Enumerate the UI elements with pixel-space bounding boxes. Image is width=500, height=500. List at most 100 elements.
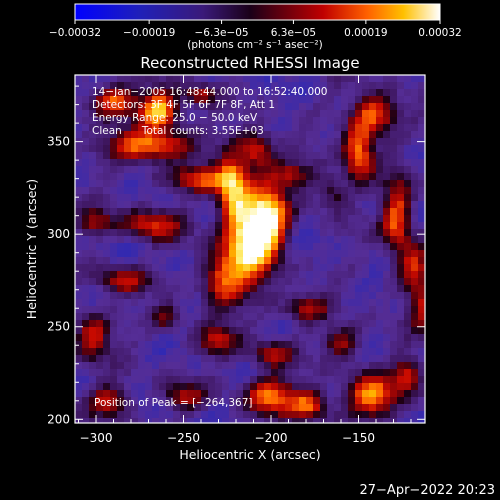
heatmap-cell	[404, 236, 412, 244]
heatmap-cell	[166, 96, 174, 104]
heatmap-cell	[96, 334, 104, 342]
heatmap-cell	[243, 250, 251, 258]
heatmap-cell	[229, 243, 237, 251]
heatmap-cell	[243, 159, 251, 167]
heatmap-cell	[348, 369, 356, 377]
heatmap-cell	[243, 194, 251, 202]
heatmap-cell	[411, 152, 419, 160]
heatmap-cell	[299, 397, 307, 405]
heatmap-cell	[96, 390, 104, 398]
heatmap-cell	[166, 159, 174, 167]
heatmap-cell	[404, 257, 412, 265]
heatmap-cell	[89, 313, 97, 321]
heatmap-cell	[117, 208, 125, 216]
heatmap-cell	[208, 159, 216, 167]
heatmap-cell	[173, 369, 181, 377]
heatmap-cell	[292, 96, 300, 104]
heatmap-cell	[404, 313, 412, 321]
heatmap-cell	[250, 285, 258, 293]
heatmap-cell	[152, 299, 160, 307]
heatmap-cell	[110, 320, 118, 328]
heatmap-cell	[187, 243, 195, 251]
heatmap-cell	[278, 320, 286, 328]
heatmap-cell	[166, 187, 174, 195]
heatmap-cell	[138, 299, 146, 307]
heatmap-cell	[229, 362, 237, 370]
heatmap-cell	[145, 383, 153, 391]
heatmap-cell	[138, 166, 146, 174]
heatmap-cell	[250, 75, 258, 83]
heatmap-cell	[236, 334, 244, 342]
heatmap-cell	[131, 418, 139, 423]
heatmap-cell	[180, 173, 188, 181]
heatmap-cell	[236, 299, 244, 307]
heatmap-cell	[334, 159, 342, 167]
heatmap-cell	[75, 222, 83, 230]
heatmap-cell	[278, 313, 286, 321]
heatmap-cell	[397, 145, 405, 153]
heatmap-cell	[285, 278, 293, 286]
heatmap-cell	[362, 152, 370, 160]
heatmap-cell	[397, 271, 405, 279]
heatmap-cell	[334, 376, 342, 384]
heatmap-cell	[327, 411, 335, 419]
heatmap-cell	[411, 243, 419, 251]
heatmap-cell	[152, 82, 160, 90]
heatmap-cell	[82, 96, 90, 104]
heatmap-cell	[180, 278, 188, 286]
heatmap-cell	[278, 145, 286, 153]
heatmap-cell	[117, 166, 125, 174]
heatmap-cell	[334, 103, 342, 111]
heatmap-cell	[348, 103, 356, 111]
heatmap-cell	[208, 257, 216, 265]
heatmap-cell	[397, 208, 405, 216]
heatmap-cell	[278, 383, 286, 391]
heatmap-cell	[327, 313, 335, 321]
heatmap-cell	[173, 201, 181, 209]
heatmap-cell	[411, 278, 419, 286]
heatmap-cell	[201, 103, 209, 111]
heatmap-cell	[173, 278, 181, 286]
heatmap-cell	[397, 236, 405, 244]
heatmap-cell	[166, 306, 174, 314]
heatmap-cell	[376, 278, 384, 286]
heatmap-cell	[222, 187, 230, 195]
heatmap-cell	[131, 348, 139, 356]
heatmap-cell	[257, 131, 265, 139]
heatmap-cell	[341, 285, 349, 293]
heatmap-cell	[348, 138, 356, 146]
heatmap-cell	[103, 271, 111, 279]
heatmap-cell	[75, 355, 83, 363]
heatmap-cell	[299, 334, 307, 342]
heatmap-cell	[278, 299, 286, 307]
heatmap-cell	[362, 250, 370, 258]
heatmap-cell	[334, 243, 342, 251]
heatmap-cell	[278, 124, 286, 132]
heatmap-cell	[124, 229, 132, 237]
heatmap-cell	[152, 145, 160, 153]
heatmap-cell	[89, 355, 97, 363]
heatmap-cell	[306, 257, 314, 265]
heatmap-cell	[404, 348, 412, 356]
heatmap-cell	[117, 82, 125, 90]
heatmap-cell	[278, 131, 286, 139]
heatmap-cell	[243, 341, 251, 349]
heatmap-cell	[264, 103, 272, 111]
heatmap-cell	[299, 166, 307, 174]
heatmap-cell	[376, 299, 384, 307]
heatmap-cell	[215, 285, 223, 293]
heatmap-cell	[96, 320, 104, 328]
heatmap-cell	[362, 173, 370, 181]
heatmap-cell	[285, 250, 293, 258]
heatmap-cell	[362, 215, 370, 223]
heatmap-cell	[376, 166, 384, 174]
heatmap-cell	[383, 152, 391, 160]
heatmap-cell	[236, 215, 244, 223]
heatmap-cell	[89, 264, 97, 272]
heatmap-cell	[208, 82, 216, 90]
heatmap-cell	[236, 138, 244, 146]
heatmap-cell	[131, 313, 139, 321]
heatmap-cell	[138, 264, 146, 272]
heatmap-cell	[159, 124, 167, 132]
